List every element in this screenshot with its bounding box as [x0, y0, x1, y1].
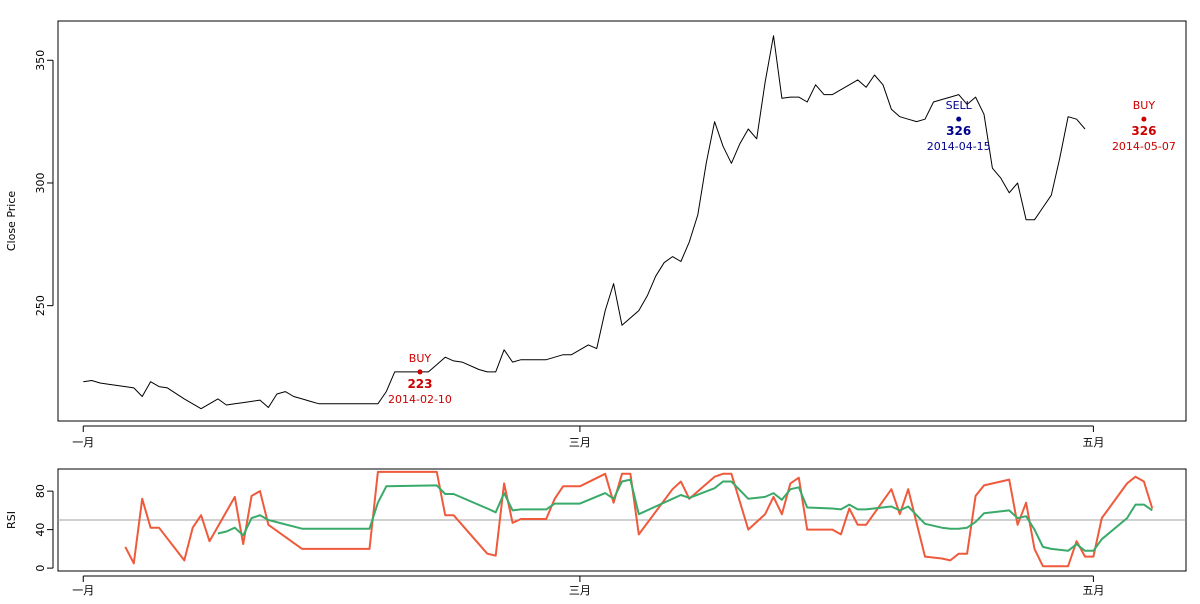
y-tick-label: 0 [34, 565, 47, 572]
x-tick-label: 三月 [569, 436, 591, 449]
x-tick-label: 三月 [569, 584, 591, 597]
signal-marker [417, 369, 423, 375]
y-tick-label: 40 [34, 523, 47, 537]
y-axis-title: Close Price [5, 191, 18, 252]
signal-price: 223 [407, 377, 432, 391]
series-line-0 [83, 35, 1086, 410]
signal-price: 326 [946, 124, 971, 138]
signal-label: BUY [1133, 99, 1156, 112]
series-line-0 [124, 470, 1154, 568]
plot-frame [57, 20, 1187, 422]
y-tick-label: 80 [34, 484, 47, 498]
price-panel: 一月 三月 五月 250 300 350 Close Price BUY 223 2014-02-… [5, 20, 1187, 449]
signal-marker [1141, 116, 1147, 122]
signal-marker [956, 116, 962, 122]
x-tick-label: 一月 [72, 436, 94, 449]
signal-label: BUY [409, 352, 432, 365]
signal-label: SELL [946, 99, 973, 112]
signal-date: 2014-02-10 [388, 393, 452, 406]
signal-price: 326 [1131, 124, 1156, 138]
signal-date: 2014-05-07 [1112, 140, 1176, 153]
x-tick-label: 五月 [1082, 436, 1104, 449]
y-tick-label: 300 [34, 172, 47, 193]
signal-date: 2014-04-15 [927, 140, 991, 153]
rsi-panel: 一月 三月 五月 0 40 80 RSI [5, 468, 1187, 597]
series-line-1 [217, 478, 1153, 552]
y-tick-label: 350 [34, 50, 47, 71]
y-tick-label: 250 [34, 295, 47, 316]
y-axis-title: RSI [5, 511, 18, 529]
x-tick-label: 五月 [1082, 584, 1104, 597]
x-tick-label: 一月 [72, 584, 94, 597]
